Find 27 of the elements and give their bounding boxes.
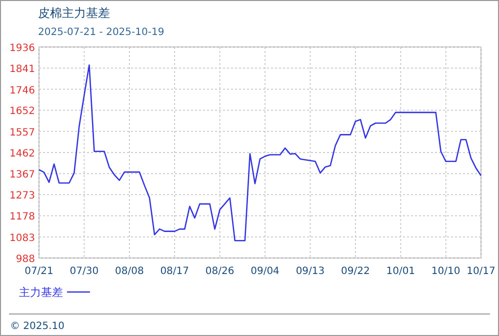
- chart-subtitle: 2025-07-21 - 2025-10-19: [38, 27, 164, 38]
- y-tick-label: 988: [16, 254, 35, 265]
- y-tick-label: 1462: [10, 148, 35, 160]
- legend-label: 主力基差: [19, 286, 63, 299]
- x-tick-label: 10/10: [431, 266, 460, 277]
- y-tick-label: 1178: [10, 212, 35, 223]
- y-tick-label: 1367: [10, 170, 35, 181]
- text: © 2025.10: [10, 321, 65, 332]
- y-tick-label: 1936: [10, 43, 35, 54]
- y-tick-label: 1557: [10, 127, 35, 138]
- x-tick-label: 09/04: [250, 266, 280, 277]
- x-tick-label: 09/13: [296, 266, 325, 277]
- y-tick-label: 1273: [10, 190, 35, 202]
- x-tick-label: 07/21: [24, 266, 54, 277]
- x-tick-label: 08/17: [160, 266, 190, 277]
- x-tick-label: 07/30: [70, 266, 99, 277]
- x-tick-label: 08/26: [205, 266, 234, 277]
- y-tick-label: 1746: [10, 85, 35, 96]
- chart-title: 皮棉主力基差: [38, 6, 110, 20]
- x-tick-label: 10/01: [386, 266, 416, 277]
- y-tick-label: 1841: [10, 64, 35, 76]
- x-tick-label: 08/08: [114, 266, 144, 277]
- line-series: [38, 64, 482, 242]
- y-tick-label: 1652: [10, 106, 35, 118]
- x-tick-label: 09/22: [341, 266, 370, 277]
- x-tick-label: 10/17: [466, 266, 496, 277]
- y-tick-label: 1083: [10, 232, 35, 244]
